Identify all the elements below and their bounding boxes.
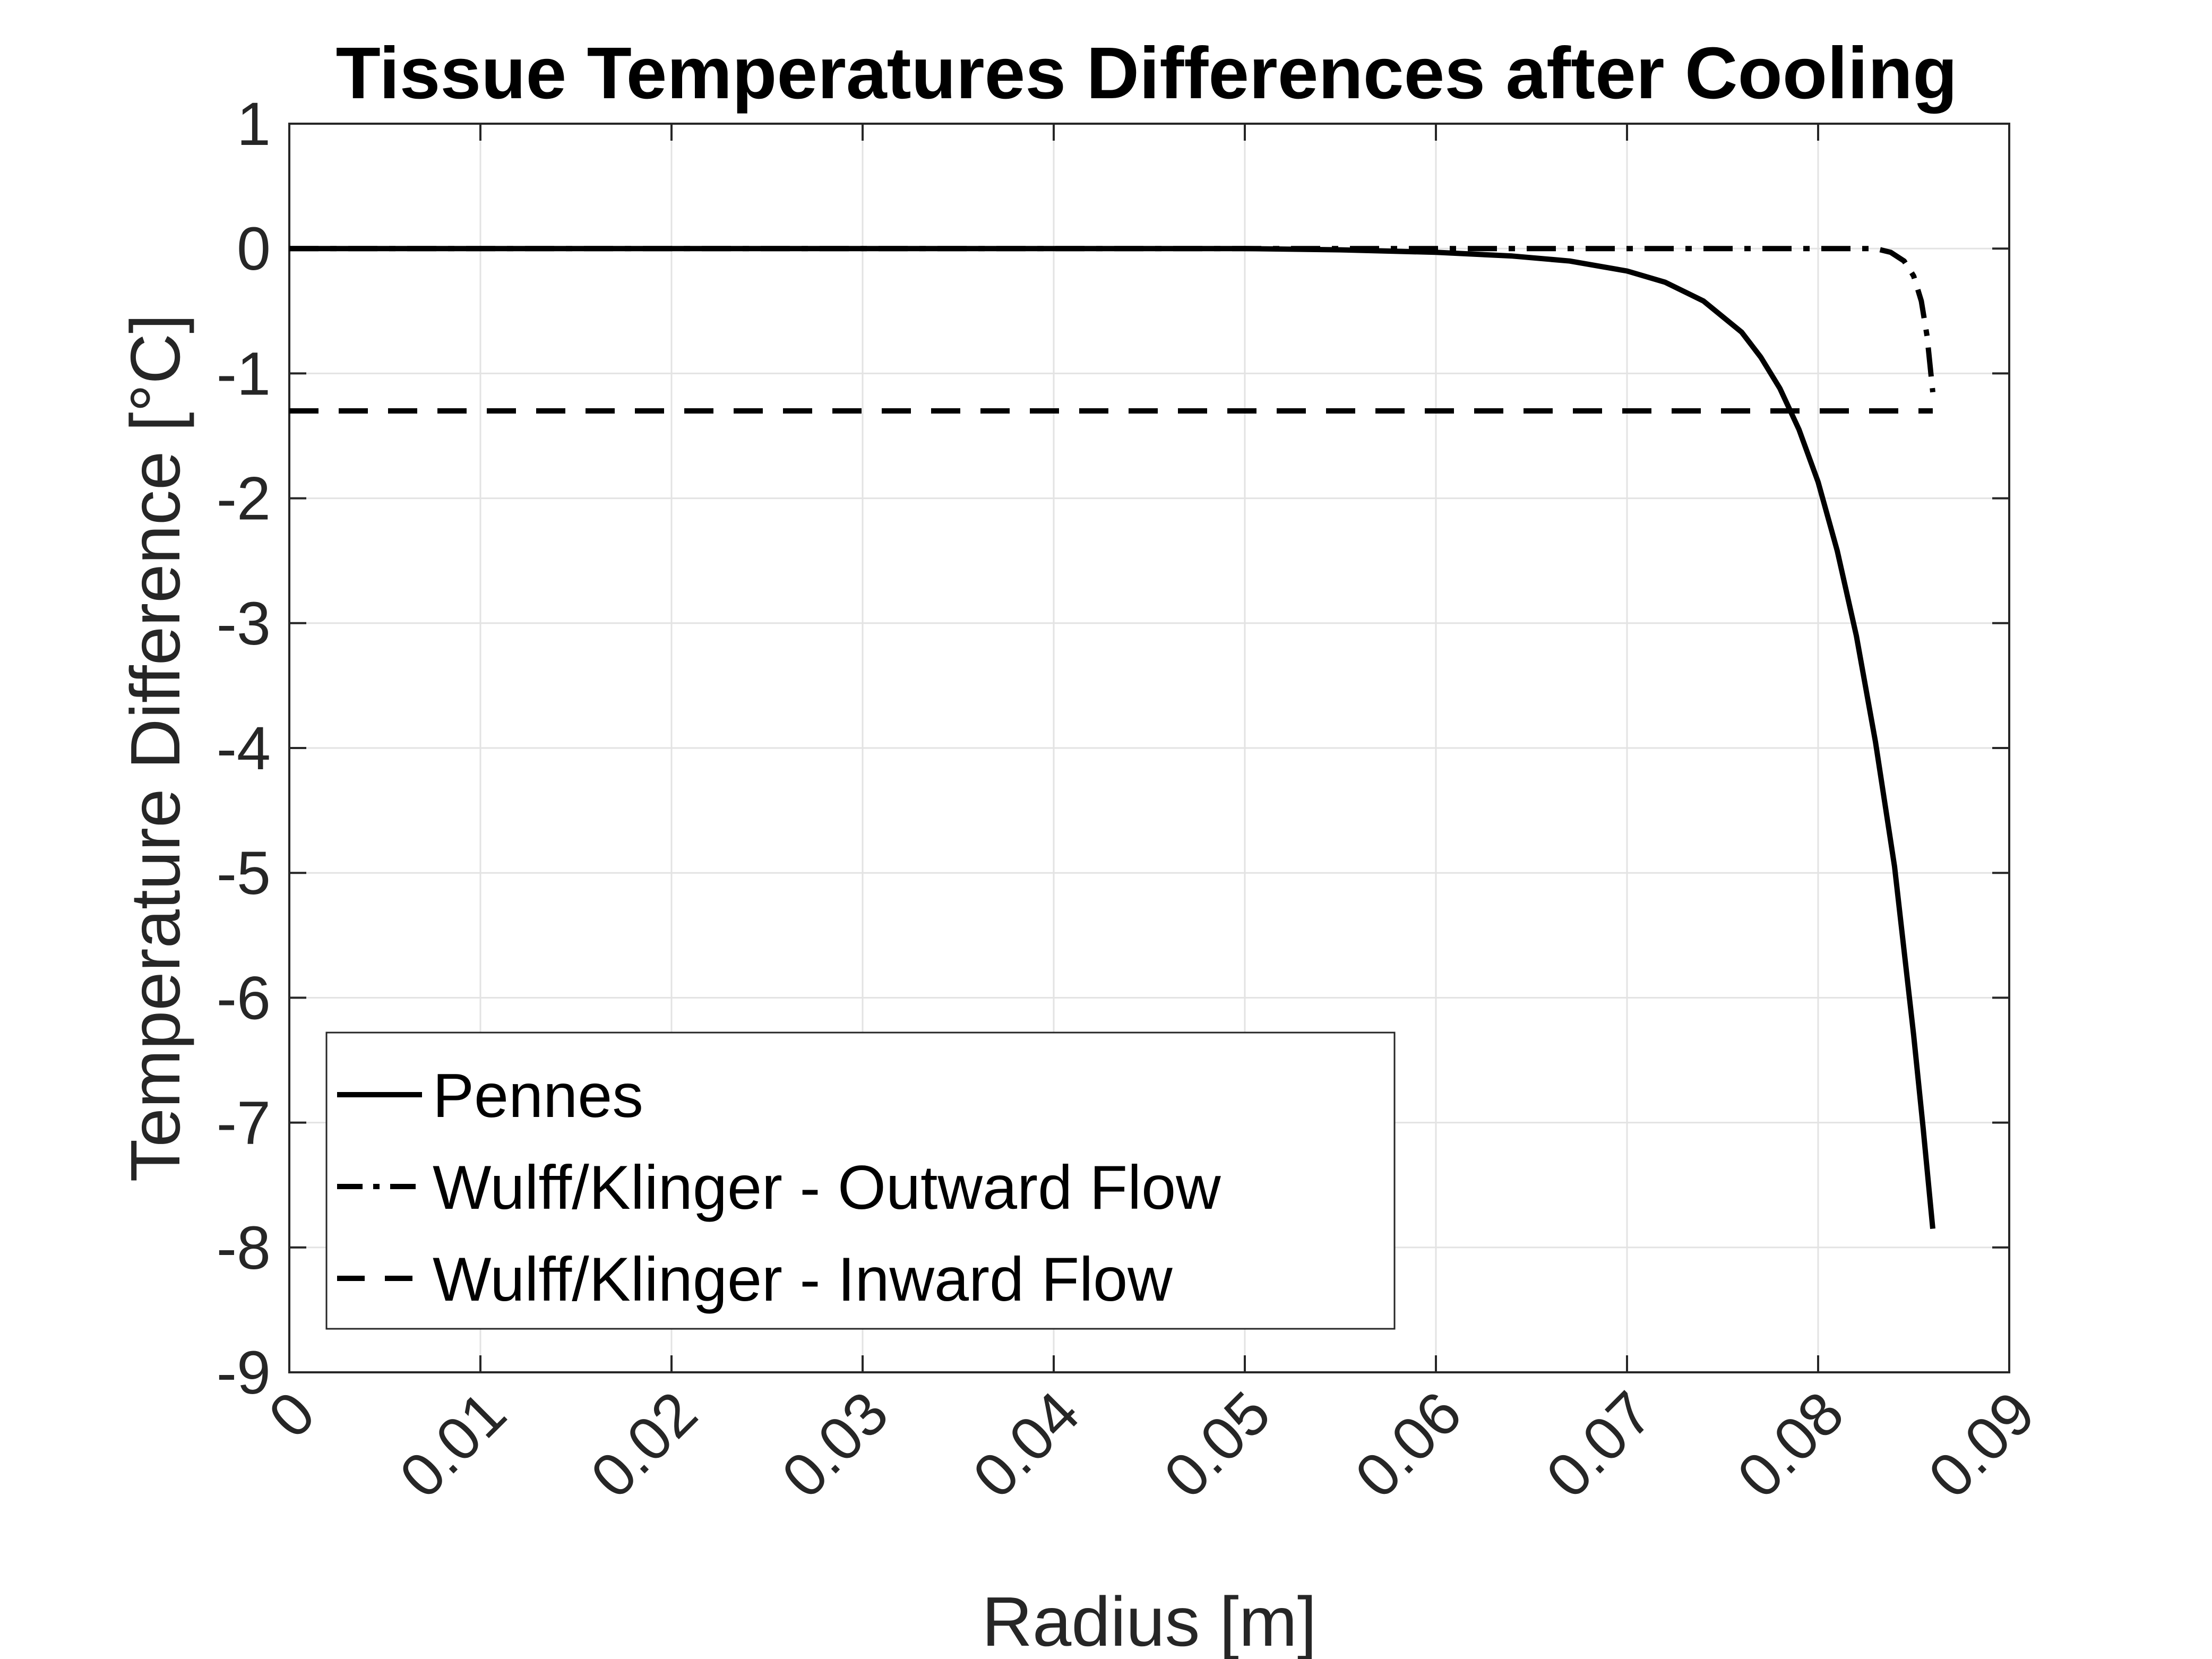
chart-title: Tissue Temperatures Differences after Co… — [336, 32, 1958, 114]
legend-entry-label: Pennes — [433, 1061, 643, 1130]
y-tick-label: 0 — [237, 215, 271, 283]
x-axis-label: Radius [m] — [982, 1583, 1317, 1659]
y-tick-label: -8 — [217, 1214, 271, 1282]
y-tick-label: -4 — [217, 715, 271, 783]
legend: Pennes Wulff/Klinger - Outward Flow Wulff/… — [326, 1033, 1395, 1329]
y-tick-label: -5 — [217, 839, 271, 907]
y-tick-label: -2 — [217, 465, 271, 533]
legend-entry-label: Wulff/Klinger - Outward Flow — [433, 1153, 1221, 1222]
y-tick-label: -3 — [217, 590, 271, 658]
legend-entry-label: Wulff/Klinger - Inward Flow — [433, 1244, 1173, 1314]
y-tick-label: -7 — [217, 1089, 271, 1157]
y-tick-label: 1 — [237, 90, 271, 158]
y-axis-label: Temperature Difference [°C] — [116, 314, 194, 1182]
y-tick-label: -1 — [217, 340, 271, 408]
y-tick-label: -9 — [217, 1339, 271, 1407]
y-tick-label: -6 — [217, 964, 271, 1032]
